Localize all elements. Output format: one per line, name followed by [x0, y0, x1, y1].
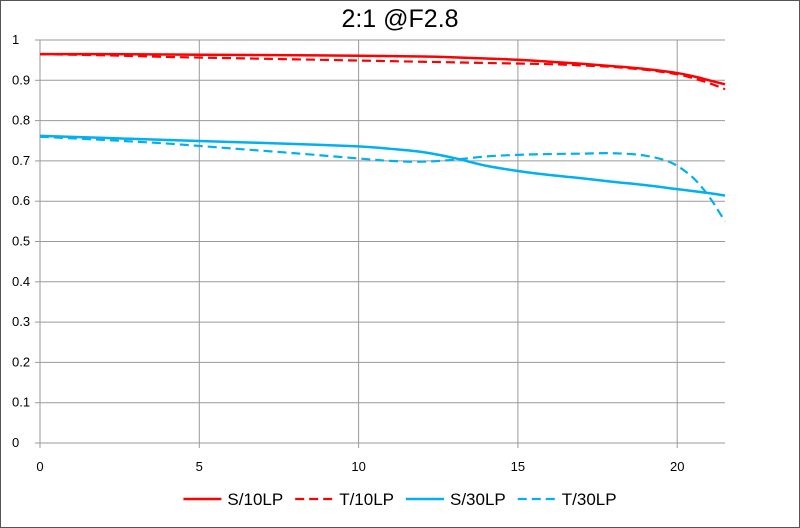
legend-label-t-30lp: T/30LP — [562, 490, 617, 509]
y-axis-ticks: 0 0.1 0.2 0.3 0.4 0.5 0.6 0.7 0.8 0.9 1 — [12, 32, 30, 450]
y-tick-label: 0.7 — [12, 153, 30, 168]
y-tick-label: 1 — [12, 32, 19, 47]
y-tick-label: 0.1 — [12, 395, 30, 410]
series-line-s-30lp — [39, 134, 726, 197]
legend-label-s-10lp: S/10LP — [227, 490, 283, 509]
chart-title: 2:1 @F2.8 — [341, 5, 458, 33]
series-line-t-30lp — [39, 135, 726, 222]
y-tick-label: 0.2 — [12, 354, 30, 369]
series-line-s-10lp — [39, 52, 726, 86]
x-axis-ticks: 0 5 10 15 20 — [36, 459, 684, 474]
y-tick-label: 0.5 — [12, 234, 30, 249]
legend-label-t-10lp: T/10LP — [339, 490, 394, 509]
series-line-t-10lp — [39, 53, 726, 91]
gridlines — [40, 39, 725, 443]
y-tick-label: 0 — [12, 435, 19, 450]
x-tick-label: 20 — [670, 459, 684, 474]
x-tick-label: 15 — [511, 459, 525, 474]
x-tick-label: 10 — [351, 459, 365, 474]
legend-label-s-30lp: S/30LP — [450, 490, 506, 509]
x-tick-label: 5 — [196, 459, 203, 474]
y-tick-label: 0.9 — [12, 72, 30, 87]
series-layer — [39, 52, 726, 222]
y-tick-label: 0.8 — [12, 113, 30, 128]
x-tick-label: 0 — [36, 459, 43, 474]
axes — [35, 39, 725, 448]
y-tick-label: 0.6 — [12, 193, 30, 208]
y-tick-label: 0.4 — [12, 274, 30, 289]
legend: S/10LP T/10LP S/30LP T/30LP — [183, 490, 617, 509]
y-tick-label: 0.3 — [12, 314, 30, 329]
